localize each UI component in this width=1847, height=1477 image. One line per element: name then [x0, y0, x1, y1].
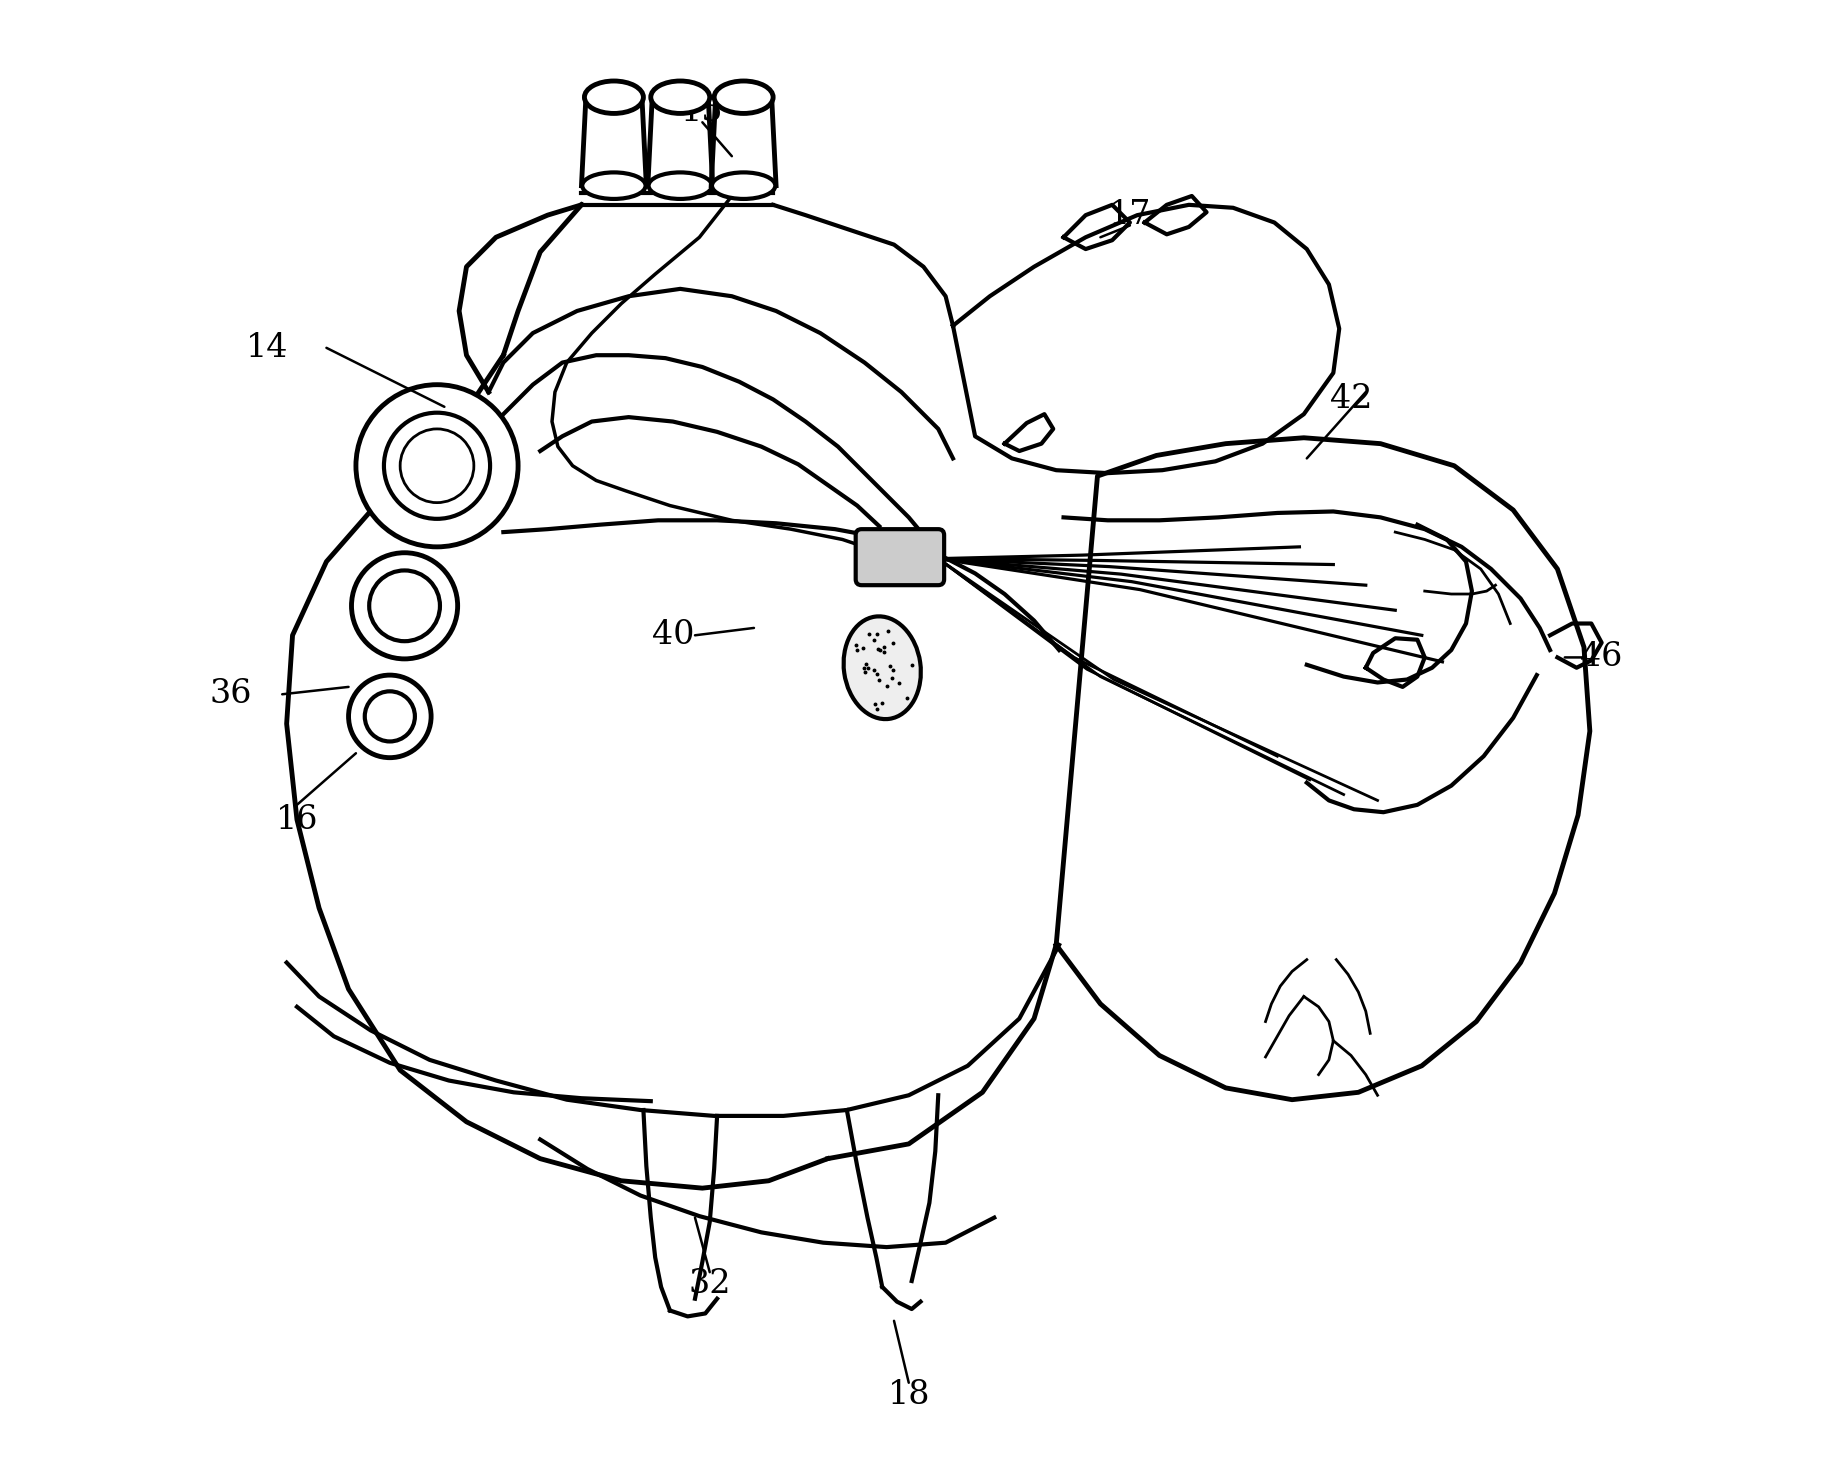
Text: 14: 14	[246, 332, 288, 363]
Ellipse shape	[351, 552, 458, 659]
Text: 36: 36	[209, 678, 251, 710]
Text: 40: 40	[652, 619, 694, 651]
Text: 18: 18	[888, 1378, 931, 1411]
Ellipse shape	[844, 616, 922, 719]
Ellipse shape	[715, 81, 774, 114]
Ellipse shape	[364, 691, 416, 741]
Ellipse shape	[356, 384, 519, 546]
Text: 17: 17	[1108, 199, 1151, 232]
Ellipse shape	[648, 173, 711, 199]
Ellipse shape	[384, 412, 489, 518]
Text: 16: 16	[275, 803, 318, 836]
Text: 32: 32	[689, 1267, 731, 1300]
Ellipse shape	[584, 81, 643, 114]
Ellipse shape	[582, 173, 646, 199]
FancyBboxPatch shape	[855, 529, 944, 585]
Ellipse shape	[349, 675, 430, 758]
Text: 42: 42	[1330, 384, 1372, 415]
Text: 15: 15	[682, 96, 724, 128]
Ellipse shape	[369, 570, 440, 641]
Ellipse shape	[650, 81, 709, 114]
Ellipse shape	[711, 173, 776, 199]
Text: 46: 46	[1581, 641, 1624, 674]
